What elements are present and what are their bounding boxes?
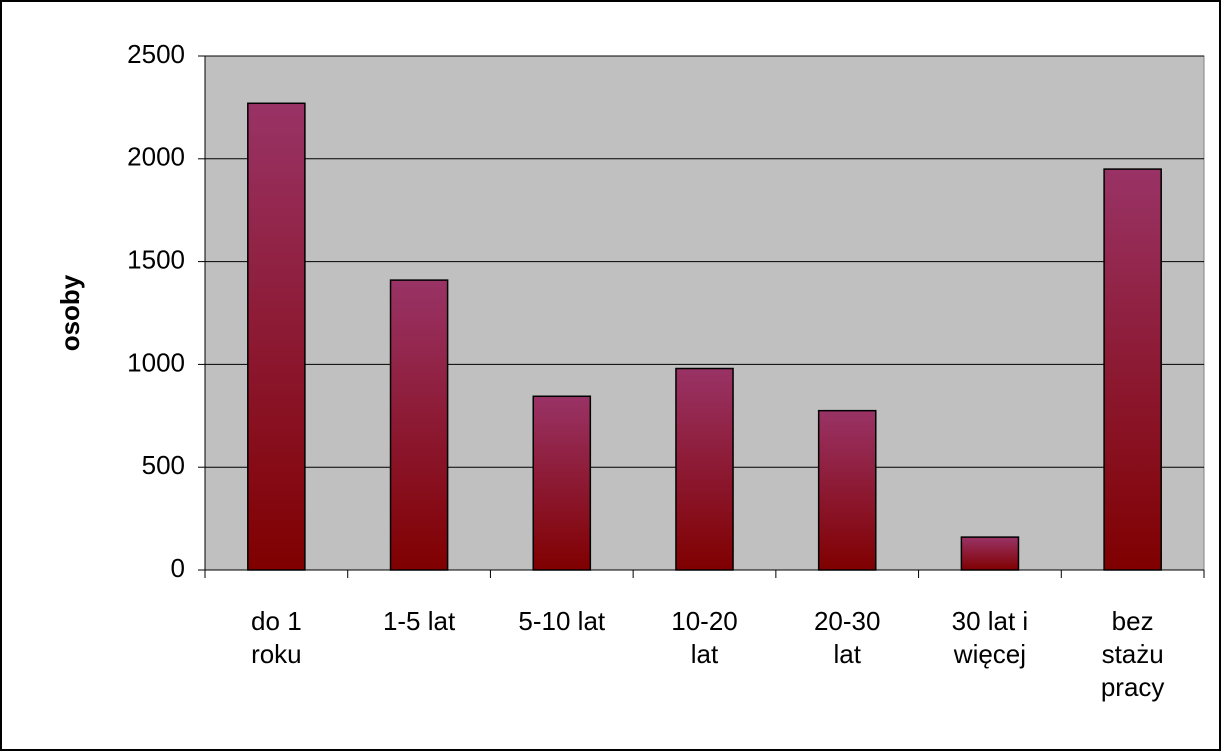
x-tick-label: 5-10 lat [518,606,605,636]
x-tick-label: do 1 roku [251,606,302,669]
bar [532,395,592,571]
bar [817,409,877,571]
x-tick-label: 20-30 lat [814,606,881,669]
y-tick-label: 1500 [127,244,185,274]
y-axis-label: osoby [55,274,85,351]
y-tick-label: 0 [171,553,185,583]
y-tick-label: 500 [142,450,185,480]
x-tick-label: 30 lat i więcej [952,606,1029,669]
y-tick-label: 2000 [127,142,185,172]
x-tick-label: 10-20 lat [671,606,738,669]
bar [389,279,449,571]
x-tick-label: 1-5 lat [383,606,456,636]
bar [960,536,1020,571]
y-tick-label: 2500 [127,39,185,69]
bar [1103,168,1162,571]
x-tick-label: bez stażu pracy [1101,606,1165,702]
y-tick-label: 1000 [127,347,185,377]
bar [247,102,306,571]
bar [675,367,734,571]
